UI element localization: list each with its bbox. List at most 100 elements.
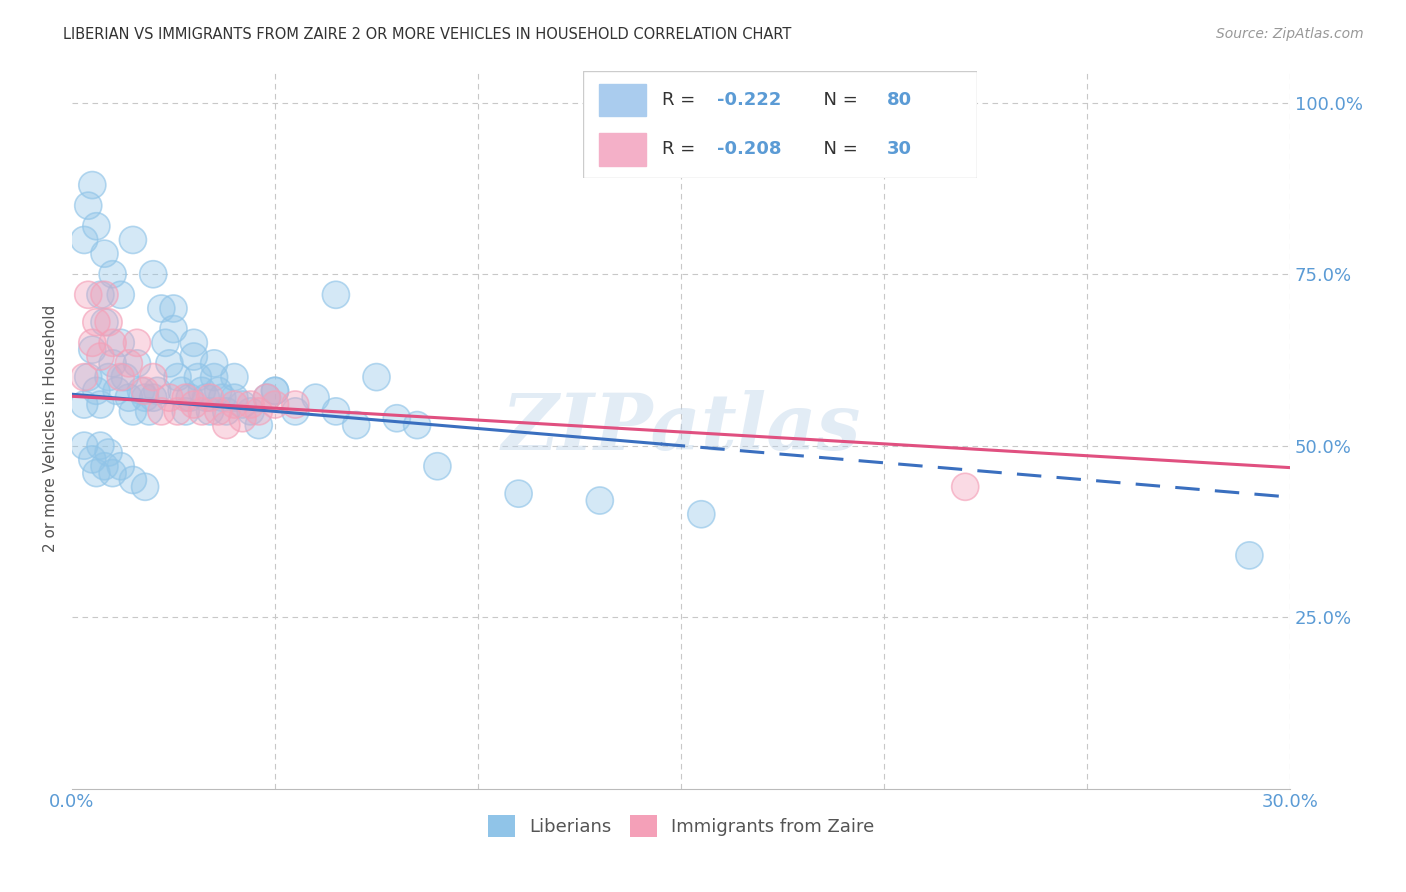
Point [114, 370, 136, 384]
Point [155, 335, 177, 350]
Point [198, 404, 221, 418]
Point [187, 370, 209, 384]
Point [187, 370, 209, 384]
Point [101, 356, 124, 370]
Point [110, 335, 132, 350]
Point [195, 391, 218, 405]
Point [146, 384, 169, 398]
Point [97, 315, 120, 329]
Point [86, 315, 108, 329]
Point [93, 246, 115, 260]
Point [247, 404, 270, 418]
Point [134, 384, 156, 398]
Point [508, 486, 530, 500]
Point [207, 404, 229, 418]
Point [159, 391, 181, 405]
Point [284, 398, 307, 412]
Point [207, 404, 229, 418]
Point [264, 384, 287, 398]
Point [134, 384, 156, 398]
Point [82, 335, 104, 350]
Point [77, 370, 100, 384]
Text: LIBERIAN VS IMMIGRANTS FROM ZAIRE 2 OR MORE VEHICLES IN HOUSEHOLD CORRELATION CH: LIBERIAN VS IMMIGRANTS FROM ZAIRE 2 OR M… [63, 27, 792, 42]
Point [101, 335, 124, 350]
Point [77, 288, 100, 302]
Point [93, 315, 115, 329]
Point [304, 391, 326, 405]
Point [264, 384, 287, 398]
Point [77, 288, 100, 302]
Point [195, 391, 218, 405]
Point [110, 288, 132, 302]
Point [426, 459, 449, 474]
FancyBboxPatch shape [583, 71, 977, 178]
Point [86, 384, 108, 398]
Point [166, 370, 188, 384]
Point [101, 335, 124, 350]
Text: ZIPatlas: ZIPatlas [502, 391, 860, 467]
Point [325, 404, 347, 418]
Point [406, 418, 429, 433]
Point [129, 384, 152, 398]
Text: N =: N = [811, 141, 863, 159]
Point [589, 493, 612, 508]
Point [110, 370, 132, 384]
Point [82, 335, 104, 350]
Point [86, 384, 108, 398]
Point [89, 398, 111, 412]
Legend: Liberians, Immigrants from Zaire: Liberians, Immigrants from Zaire [481, 808, 882, 845]
Point [101, 356, 124, 370]
Point [101, 267, 124, 281]
Point [77, 199, 100, 213]
Point [93, 315, 115, 329]
Point [162, 322, 184, 336]
Point [159, 356, 181, 370]
Point [385, 411, 408, 425]
Point [166, 370, 188, 384]
Point [191, 404, 214, 418]
Point [82, 178, 104, 193]
Point [256, 391, 278, 405]
Point [125, 335, 148, 350]
Point [97, 445, 120, 459]
Point [284, 398, 307, 412]
Point [73, 398, 96, 412]
Point [129, 384, 152, 398]
Point [264, 384, 287, 398]
Point [82, 343, 104, 357]
Point [138, 404, 160, 418]
Point [198, 391, 221, 405]
Point [179, 391, 201, 405]
Point [73, 233, 96, 247]
Point [211, 391, 233, 405]
Point [93, 459, 115, 474]
Point [122, 404, 145, 418]
Point [207, 384, 229, 398]
Point [198, 404, 221, 418]
Point [953, 480, 976, 494]
Point [231, 411, 253, 425]
Point [224, 370, 246, 384]
Point [138, 404, 160, 418]
Point [142, 267, 165, 281]
Point [1239, 549, 1261, 563]
Point [122, 233, 145, 247]
Point [284, 404, 307, 418]
Point [134, 480, 156, 494]
Point [86, 219, 108, 234]
Point [191, 404, 214, 418]
Point [1239, 549, 1261, 563]
Point [73, 439, 96, 453]
Text: R =: R = [662, 91, 702, 109]
Text: 30: 30 [887, 141, 911, 159]
Point [202, 370, 225, 384]
Point [344, 418, 367, 433]
Point [166, 404, 188, 418]
Point [125, 356, 148, 370]
Point [304, 391, 326, 405]
Point [125, 356, 148, 370]
Point [73, 439, 96, 453]
Point [142, 267, 165, 281]
Point [325, 288, 347, 302]
Point [159, 391, 181, 405]
